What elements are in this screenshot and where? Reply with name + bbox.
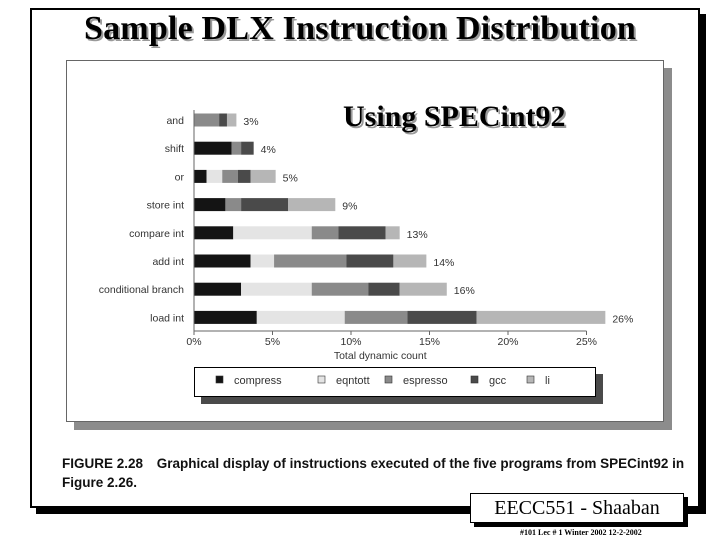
bar-segment-eqntott bbox=[250, 254, 275, 268]
category-label: conditional branch bbox=[99, 284, 184, 296]
bar-total-label: 3% bbox=[243, 116, 258, 128]
bar-segment-compress bbox=[194, 226, 234, 240]
bar-segment-compress bbox=[194, 282, 242, 296]
bar-segment-espresso bbox=[225, 198, 242, 212]
legend-label-li: li bbox=[545, 375, 550, 387]
category-label: shift bbox=[165, 143, 184, 155]
bar-segment-eqntott bbox=[206, 169, 223, 183]
bar-total-label: 26% bbox=[612, 313, 633, 325]
bar-segment-gcc bbox=[241, 198, 289, 212]
figure-panel bbox=[66, 60, 664, 422]
bar-segment-li bbox=[226, 113, 237, 127]
bar-segment-gcc bbox=[368, 282, 400, 296]
bar-segment-compress bbox=[194, 198, 226, 212]
legend-label-gcc: gcc bbox=[489, 375, 507, 387]
bar-segment-compress bbox=[194, 141, 232, 155]
bar-segment-li bbox=[393, 254, 427, 268]
bar-segment-gcc bbox=[219, 113, 227, 127]
legend-swatch-espresso bbox=[384, 375, 393, 384]
caption-text: Graphical display of instructions execut… bbox=[62, 456, 685, 490]
category-label: or bbox=[175, 171, 185, 183]
slide-title: Sample DLX Instruction Distribution bbox=[83, 10, 636, 47]
legend-swatch-gcc bbox=[470, 375, 479, 384]
bar-segment-gcc bbox=[338, 226, 386, 240]
legend-swatch-li bbox=[526, 375, 535, 384]
bar-segment-espresso bbox=[194, 113, 220, 127]
bar-segment-gcc bbox=[237, 169, 251, 183]
bar-segment-espresso bbox=[231, 141, 242, 155]
bar-segment-compress bbox=[194, 169, 207, 183]
bar-segment-espresso bbox=[311, 226, 339, 240]
bar-total-label: 5% bbox=[283, 172, 298, 184]
bar-segment-espresso bbox=[274, 254, 347, 268]
bar-segment-li bbox=[476, 310, 606, 324]
legend-swatch-compress bbox=[215, 375, 224, 384]
bar-segment-compress bbox=[194, 254, 251, 268]
bar-segment-li bbox=[399, 282, 447, 296]
bar-segment-li bbox=[385, 226, 400, 240]
bar-segment-gcc bbox=[407, 310, 477, 324]
bar-total-label: 9% bbox=[342, 201, 357, 213]
x-tick-label: 5% bbox=[265, 336, 280, 348]
bar-segment-eqntott bbox=[233, 226, 312, 240]
x-tick-label: 20% bbox=[497, 336, 518, 348]
footer-lecture-info: #101 Lec # 1 Winter 2002 12-2-2002 bbox=[520, 528, 642, 537]
bar-segment-gcc bbox=[346, 254, 394, 268]
bar-total-label: 16% bbox=[454, 285, 475, 297]
x-tick-label: 25% bbox=[576, 336, 597, 348]
overlay-subtitle: Using SPECint92 bbox=[343, 100, 566, 133]
caption-figure-number: FIGURE 2.28 bbox=[62, 456, 144, 471]
category-label: add int bbox=[152, 256, 184, 268]
legend-swatch-eqntott bbox=[317, 375, 326, 384]
bar-segment-compress bbox=[194, 310, 257, 324]
legend-label-espresso: espresso bbox=[403, 375, 448, 387]
bar-segment-li bbox=[250, 169, 276, 183]
bar-total-label: 4% bbox=[261, 144, 276, 156]
category-label: store int bbox=[147, 200, 184, 212]
course-label: EECC551 - Shaaban bbox=[470, 493, 684, 523]
legend-label-compress: compress bbox=[234, 375, 282, 387]
x-tick-label: 10% bbox=[340, 336, 361, 348]
category-label: and bbox=[166, 115, 184, 127]
bar-segment-gcc bbox=[241, 141, 254, 155]
x-tick-label: 15% bbox=[419, 336, 440, 348]
figure-caption: FIGURE 2.28 Graphical display of instruc… bbox=[62, 454, 702, 492]
x-axis-title: Total dynamic count bbox=[334, 350, 427, 362]
bar-segment-eqntott bbox=[241, 282, 312, 296]
bar-total-label: 14% bbox=[433, 257, 454, 269]
bar-segment-espresso bbox=[311, 282, 369, 296]
legend-label-eqntott: eqntott bbox=[336, 375, 370, 387]
category-label: compare int bbox=[129, 228, 184, 240]
category-label: load int bbox=[150, 312, 184, 324]
bar-total-label: 13% bbox=[407, 229, 428, 241]
bar-segment-espresso bbox=[344, 310, 408, 324]
bar-segment-eqntott bbox=[256, 310, 345, 324]
bar-segment-li bbox=[288, 198, 336, 212]
x-tick-label: 0% bbox=[186, 336, 201, 348]
bar-segment-espresso bbox=[222, 169, 238, 183]
